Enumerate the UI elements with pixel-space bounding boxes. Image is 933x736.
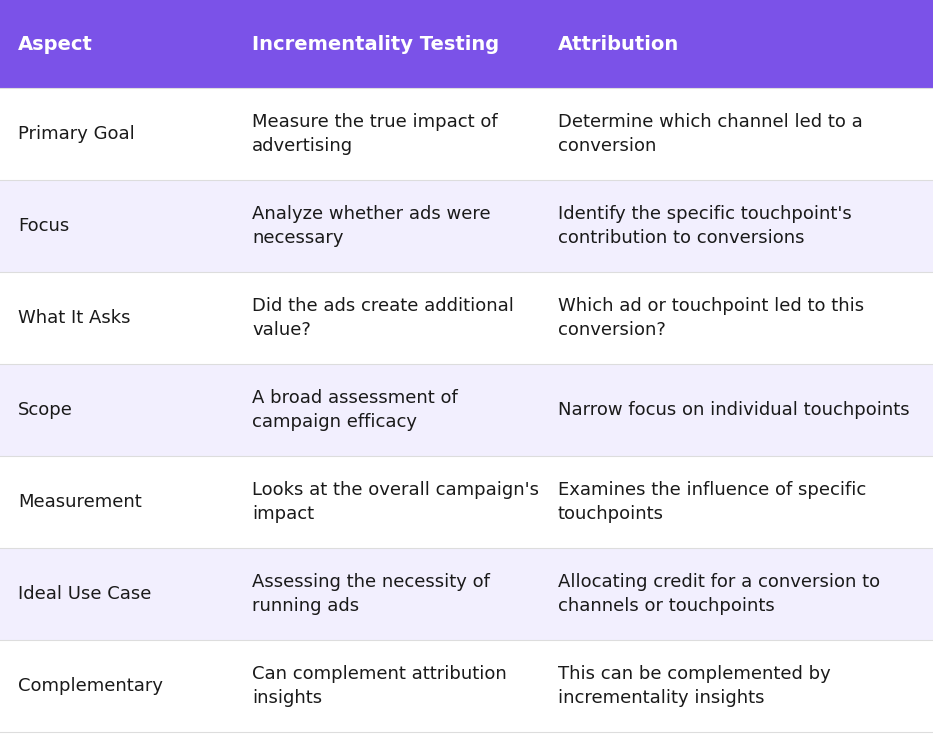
Bar bbox=[0, 640, 933, 732]
Text: Measurement: Measurement bbox=[18, 493, 142, 511]
Text: Focus: Focus bbox=[18, 217, 69, 235]
Text: A broad assessment of
campaign efficacy: A broad assessment of campaign efficacy bbox=[252, 389, 458, 431]
Text: Ideal Use Case: Ideal Use Case bbox=[18, 585, 151, 603]
Bar bbox=[0, 548, 933, 640]
Text: Which ad or touchpoint led to this
conversion?: Which ad or touchpoint led to this conve… bbox=[558, 297, 864, 339]
Text: This can be complemented by
incrementality insights: This can be complemented by incrementali… bbox=[558, 665, 830, 707]
Text: Looks at the overall campaign's
impact: Looks at the overall campaign's impact bbox=[252, 481, 539, 523]
Text: Primary Goal: Primary Goal bbox=[18, 125, 134, 143]
Bar bbox=[0, 180, 933, 272]
Bar bbox=[0, 88, 933, 180]
Bar bbox=[0, 364, 933, 456]
Text: Incrementality Testing: Incrementality Testing bbox=[252, 35, 499, 54]
Text: Determine which channel led to a
conversion: Determine which channel led to a convers… bbox=[558, 113, 863, 155]
Bar bbox=[0, 456, 933, 548]
Text: Identify the specific touchpoint's
contribution to conversions: Identify the specific touchpoint's contr… bbox=[558, 205, 852, 247]
Text: Scope: Scope bbox=[18, 401, 73, 419]
Text: Measure the true impact of
advertising: Measure the true impact of advertising bbox=[252, 113, 497, 155]
Text: What It Asks: What It Asks bbox=[18, 309, 131, 327]
Text: Assessing the necessity of
running ads: Assessing the necessity of running ads bbox=[252, 573, 490, 615]
Text: Examines the influence of specific
touchpoints: Examines the influence of specific touch… bbox=[558, 481, 866, 523]
Text: Attribution: Attribution bbox=[558, 35, 679, 54]
Text: Complementary: Complementary bbox=[18, 677, 163, 695]
Bar bbox=[0, 0, 933, 88]
Text: Allocating credit for a conversion to
channels or touchpoints: Allocating credit for a conversion to ch… bbox=[558, 573, 880, 615]
Text: Aspect: Aspect bbox=[18, 35, 93, 54]
Bar bbox=[0, 272, 933, 364]
Text: Analyze whether ads were
necessary: Analyze whether ads were necessary bbox=[252, 205, 491, 247]
Text: Can complement attribution
insights: Can complement attribution insights bbox=[252, 665, 507, 707]
Text: Narrow focus on individual touchpoints: Narrow focus on individual touchpoints bbox=[558, 401, 910, 419]
Text: Did the ads create additional
value?: Did the ads create additional value? bbox=[252, 297, 514, 339]
